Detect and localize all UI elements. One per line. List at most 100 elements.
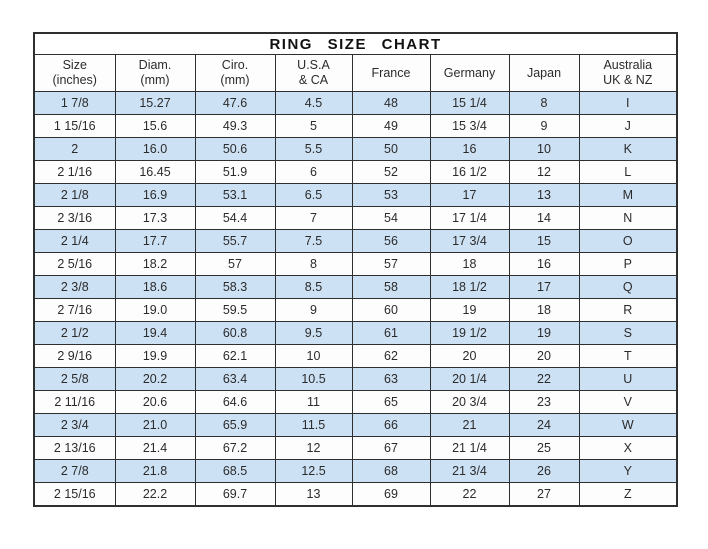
cell: 57 [194, 252, 276, 276]
title-row: RING SIZE CHART [33, 32, 678, 55]
table-row: 2 3/4 21.0 65.9 11.5 66 21 24 W [33, 413, 678, 437]
cell: 48 [351, 91, 431, 115]
cell: N [578, 206, 678, 230]
cell: M [578, 183, 678, 207]
cell: 15.27 [114, 91, 196, 115]
cell: 53 [351, 183, 431, 207]
cell: 8 [274, 252, 353, 276]
table-row: 2 13/16 21.4 67.2 12 67 21 1/4 25 X [33, 436, 678, 460]
cell: 60.8 [194, 321, 276, 345]
cell: P [578, 252, 678, 276]
cell: 10 [274, 344, 353, 368]
cell: 15.6 [114, 114, 196, 138]
cell: 5.5 [274, 137, 353, 161]
table-row: 2 1/2 19.4 60.8 9.5 61 19 1/2 19 S [33, 321, 678, 345]
cell: 20 [508, 344, 580, 368]
table-head: RING SIZE CHART Size (inches) Diam. (mm) C… [33, 32, 678, 92]
cell: 27 [508, 482, 580, 507]
cell: J [578, 114, 678, 138]
cell: 13 [508, 183, 580, 207]
header-row: Size (inches) Diam. (mm) Ciro. (mm) U.S.A &… [33, 54, 678, 92]
cell: 56 [351, 229, 431, 253]
cell: 63.4 [194, 367, 276, 391]
table-row: 2 5/16 18.2 57 8 57 18 16 P [33, 252, 678, 276]
cell: 54.4 [194, 206, 276, 230]
column-header: Ciro. (mm) [194, 54, 276, 92]
cell: 6.5 [274, 183, 353, 207]
cell: 60 [351, 298, 431, 322]
cell: 47.6 [194, 91, 276, 115]
table-row: 2 7/8 21.8 68.5 12.5 68 21 3/4 26 Y [33, 459, 678, 483]
cell: 18.2 [114, 252, 196, 276]
cell: 20 3/4 [429, 390, 510, 414]
cell: 49.3 [194, 114, 276, 138]
cell: 19 [508, 321, 580, 345]
cell: V [578, 390, 678, 414]
cell: 17 3/4 [429, 229, 510, 253]
cell: 2 11/16 [33, 390, 116, 414]
cell: 15 1/4 [429, 91, 510, 115]
cell: 57 [351, 252, 431, 276]
cell: 12 [508, 160, 580, 184]
cell: 2 9/16 [33, 344, 116, 368]
cell: 54 [351, 206, 431, 230]
cell: 20.6 [114, 390, 196, 414]
cell: 7.5 [274, 229, 353, 253]
cell: 68 [351, 459, 431, 483]
cell: 2 3/4 [33, 413, 116, 437]
cell: 21.8 [114, 459, 196, 483]
column-header: Germany [429, 54, 510, 92]
cell: 19 1/2 [429, 321, 510, 345]
cell: 50.6 [194, 137, 276, 161]
cell: 23 [508, 390, 580, 414]
cell: 62.1 [194, 344, 276, 368]
cell: O [578, 229, 678, 253]
cell: 21.4 [114, 436, 196, 460]
cell: I [578, 91, 678, 115]
cell: 10.5 [274, 367, 353, 391]
cell: W [578, 413, 678, 437]
cell: S [578, 321, 678, 345]
table-row: 2 1/8 16.9 53.1 6.5 53 17 13 M [33, 183, 678, 207]
cell: 10 [508, 137, 580, 161]
table-row: 2 1/16 16.45 51.9 6 52 16 1/2 12 L [33, 160, 678, 184]
cell: 21 3/4 [429, 459, 510, 483]
cell: 16.9 [114, 183, 196, 207]
cell: 18 [508, 298, 580, 322]
cell: 15 [508, 229, 580, 253]
cell: T [578, 344, 678, 368]
column-header: France [351, 54, 431, 92]
cell: 4.5 [274, 91, 353, 115]
cell: 1 15/16 [33, 114, 116, 138]
cell: 17 1/4 [429, 206, 510, 230]
cell: 59.5 [194, 298, 276, 322]
cell: R [578, 298, 678, 322]
cell: 25 [508, 436, 580, 460]
cell: 19.0 [114, 298, 196, 322]
cell: 2 7/16 [33, 298, 116, 322]
column-header: Size (inches) [33, 54, 116, 92]
cell: 2 1/8 [33, 183, 116, 207]
cell: 51.9 [194, 160, 276, 184]
cell: 11 [274, 390, 353, 414]
cell: 2 13/16 [33, 436, 116, 460]
cell: 49 [351, 114, 431, 138]
cell: 16.0 [114, 137, 196, 161]
table-row: 2 7/16 19.0 59.5 9 60 19 18 R [33, 298, 678, 322]
cell: 2 1/2 [33, 321, 116, 345]
cell: 62 [351, 344, 431, 368]
cell: 26 [508, 459, 580, 483]
table-row: 2 3/8 18.6 58.3 8.5 58 18 1/2 17 Q [33, 275, 678, 299]
cell: 63 [351, 367, 431, 391]
table-row: 2 9/16 19.9 62.1 10 62 20 20 T [33, 344, 678, 368]
cell: 19.9 [114, 344, 196, 368]
table-body: 1 7/8 15.27 47.6 4.5 48 15 1/4 8 I 1 15/16 15.6 49… [33, 91, 678, 507]
column-header: Japan [508, 54, 580, 92]
cell: 17 [508, 275, 580, 299]
cell: U [578, 367, 678, 391]
cell: 15 3/4 [429, 114, 510, 138]
cell: 65.9 [194, 413, 276, 437]
cell: 2 7/8 [33, 459, 116, 483]
cell: 17.3 [114, 206, 196, 230]
cell: 18 [429, 252, 510, 276]
